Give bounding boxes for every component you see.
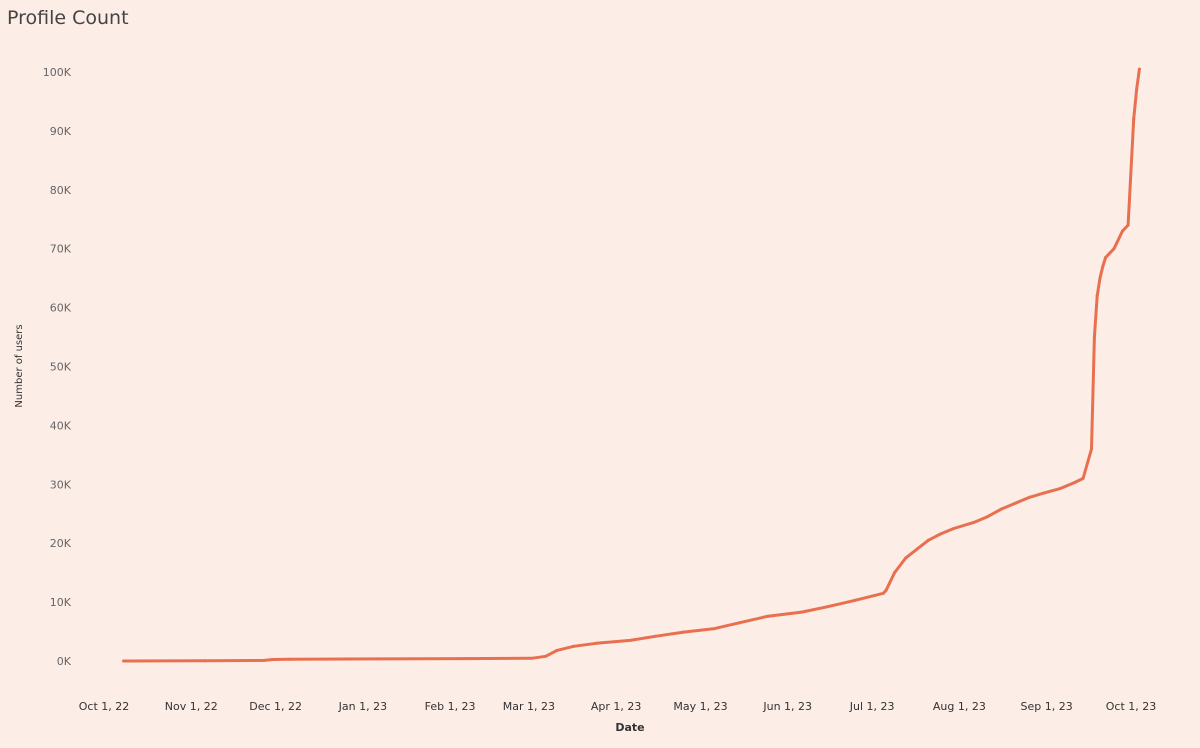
data-point [800,610,804,614]
data-point [271,658,275,661]
data-point [904,556,908,560]
data-point [1121,229,1124,233]
data-point [825,605,829,609]
y-tick-label: 90K [50,125,72,138]
data-point [555,648,559,652]
y-axis-label: Number of users [14,324,25,407]
y-tick-label: 70K [50,243,72,256]
data-point [122,659,126,663]
data-point [926,538,930,542]
x-tick-label: Apr 1, 23 [591,700,642,713]
x-axis-label: Date [615,721,644,734]
data-point [653,634,657,638]
x-tick-label: Nov 1, 22 [165,700,218,713]
plot-series [122,67,1141,663]
y-tick-label: 60K [50,302,72,315]
data-point [594,641,598,645]
data-point [1098,276,1102,280]
data-point [1081,476,1085,480]
data-point [1042,491,1046,495]
data-point [853,598,857,602]
series-line [122,67,1141,663]
x-tick-label: Jul 1, 23 [849,700,895,713]
data-point [915,547,919,551]
data-point [1101,264,1105,268]
x-tick-label: Jan 1, 23 [338,700,387,713]
y-tick-label: 100K [43,66,72,79]
data-point [1106,253,1110,257]
data-point [1028,495,1032,499]
data-point [682,630,686,634]
data-point [1073,481,1077,484]
data-point [938,532,942,536]
data-point [530,656,534,660]
data-point [713,627,716,631]
chart-title: Profile Count [7,7,129,29]
data-point [1104,256,1108,259]
data-point [1135,88,1139,92]
y-tick-label: 10K [50,596,72,609]
data-point [1095,294,1099,298]
data-point [738,621,742,625]
x-tick-label: Oct 1, 22 [79,700,130,713]
data-point [1090,447,1093,451]
x-tick-label: Dec 1, 22 [249,700,302,713]
data-point [1014,501,1018,505]
x-tick-label: May 1, 23 [673,700,727,713]
x-tick-label: Oct 1, 23 [1106,700,1157,713]
data-point [1126,223,1130,227]
x-tick-label: Sep 1, 23 [1020,700,1072,713]
y-tick-label: 80K [50,184,72,197]
data-point [971,521,975,525]
data-point [893,571,897,575]
data-point [766,614,770,618]
y-tick-label: 0K [57,655,72,668]
data-point [1059,486,1063,490]
data-point [985,515,989,519]
data-point [203,659,207,663]
data-point [288,657,292,661]
x-tick-label: Aug 1, 23 [933,700,986,713]
data-point [884,588,888,592]
data-point [262,658,266,662]
data-point [881,591,885,595]
x-tick-label: Feb 1, 23 [425,700,476,713]
data-point [544,654,548,658]
x-tick-label: Jun 1, 23 [762,700,812,713]
x-tick-label: Mar 1, 23 [503,700,555,713]
data-point [572,644,576,648]
y-tick-label: 20K [50,537,72,550]
data-point [462,657,466,661]
data-point [1112,247,1116,251]
y-tick-label: 30K [50,478,72,491]
data-point [1132,117,1136,121]
data-point [1137,67,1141,71]
data-point [952,527,956,530]
x-axis-ticks: Oct 1, 22 Nov 1, 22 Dec 1, 22 Jan 1, 23 Feb … [79,700,1157,713]
data-point [375,657,379,661]
y-tick-label: 40K [50,419,72,432]
data-point [1092,335,1096,339]
data-point [628,638,632,642]
y-axis-ticks: 0K 10K 20K 30K 40K 50K 60K 70K 80K 90K 100K [43,66,72,668]
data-point [1000,507,1003,511]
y-tick-label: 50K [50,361,72,374]
